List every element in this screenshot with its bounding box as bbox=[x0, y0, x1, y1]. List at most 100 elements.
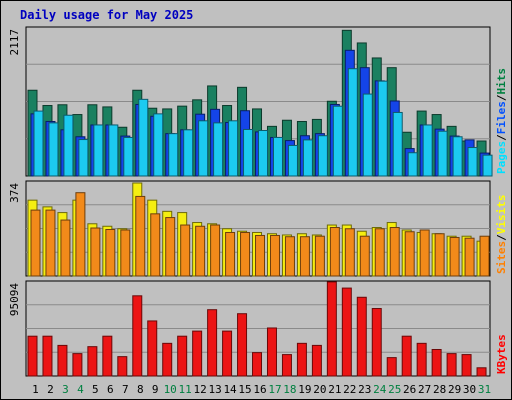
bar-kbytes-26 bbox=[401, 335, 412, 377]
bar-pages-22 bbox=[347, 68, 358, 177]
day-label-25: 25 bbox=[388, 383, 401, 396]
bar-kbytes-17 bbox=[266, 327, 277, 377]
bar-pages-26 bbox=[407, 152, 418, 177]
day-label-12: 12 bbox=[194, 383, 207, 396]
bar-pages-4 bbox=[78, 139, 89, 177]
bar-pages-18 bbox=[287, 144, 298, 177]
bar-sites-13 bbox=[210, 224, 221, 277]
bar-kbytes-21 bbox=[326, 281, 337, 377]
bar-sites-24 bbox=[374, 228, 385, 277]
bar-sites-30 bbox=[464, 237, 475, 277]
bar-kbytes-12 bbox=[192, 330, 203, 377]
bar-kbytes-16 bbox=[252, 352, 263, 377]
bar-pages-29 bbox=[452, 136, 463, 177]
bar-kbytes-7 bbox=[117, 356, 128, 377]
day-label-28: 28 bbox=[433, 383, 446, 396]
day-label-13: 13 bbox=[208, 383, 221, 396]
panel-0-max-label: 2117 bbox=[8, 29, 21, 56]
panel-2-max-label: 95094 bbox=[8, 283, 21, 316]
panel-2-legend: KBytes bbox=[495, 334, 508, 374]
bar-kbytes-24 bbox=[371, 308, 382, 377]
bar-sites-26 bbox=[404, 231, 415, 277]
bar-pages-9 bbox=[153, 113, 164, 177]
bar-sites-28 bbox=[434, 233, 445, 277]
bar-kbytes-3 bbox=[57, 344, 68, 377]
bar-pages-8 bbox=[138, 98, 149, 177]
bar-kbytes-20 bbox=[311, 344, 322, 377]
day-label-11: 11 bbox=[179, 383, 192, 396]
day-label-22: 22 bbox=[343, 383, 356, 396]
bar-pages-14 bbox=[228, 120, 239, 177]
bar-pages-27 bbox=[422, 124, 433, 177]
bar-sites-17 bbox=[269, 234, 280, 277]
day-label-30: 30 bbox=[463, 383, 476, 396]
bar-pages-3 bbox=[63, 114, 74, 177]
legend-item-0-3: / bbox=[495, 94, 508, 101]
legend-item-0-1: / bbox=[495, 134, 508, 141]
bar-sites-11 bbox=[180, 224, 191, 277]
bar-pages-21 bbox=[332, 105, 343, 177]
bar-kbytes-28 bbox=[431, 348, 442, 377]
day-label-26: 26 bbox=[403, 383, 416, 396]
bar-kbytes-9 bbox=[147, 320, 158, 377]
bar-pages-6 bbox=[108, 124, 119, 177]
bar-sites-5 bbox=[90, 227, 101, 277]
day-label-3: 3 bbox=[62, 383, 69, 396]
day-label-9: 9 bbox=[152, 383, 159, 396]
bar-pages-31 bbox=[482, 154, 493, 177]
day-label-19: 19 bbox=[298, 383, 311, 396]
bar-kbytes-4 bbox=[72, 353, 83, 377]
bar-kbytes-25 bbox=[386, 357, 397, 377]
bar-kbytes-13 bbox=[207, 309, 218, 377]
bar-pages-20 bbox=[317, 135, 328, 177]
bar-kbytes-11 bbox=[177, 335, 188, 377]
bar-sites-16 bbox=[255, 234, 266, 277]
bar-sites-18 bbox=[284, 236, 295, 277]
bar-pages-16 bbox=[258, 130, 269, 177]
day-label-5: 5 bbox=[92, 383, 99, 396]
day-label-8: 8 bbox=[137, 383, 144, 396]
bar-sites-15 bbox=[240, 231, 251, 277]
bar-sites-31 bbox=[479, 235, 490, 277]
bar-kbytes-2 bbox=[42, 335, 53, 377]
bar-sites-27 bbox=[419, 229, 430, 277]
bar-kbytes-1 bbox=[27, 335, 38, 377]
bar-pages-24 bbox=[377, 80, 388, 177]
bar-sites-23 bbox=[359, 235, 370, 277]
day-label-10: 10 bbox=[164, 383, 177, 396]
bar-pages-2 bbox=[48, 122, 59, 177]
bar-sites-4 bbox=[75, 192, 86, 277]
bar-sites-2 bbox=[45, 209, 56, 277]
day-label-4: 4 bbox=[77, 383, 84, 396]
bar-sites-22 bbox=[344, 228, 355, 277]
panel-0-legend: Pages/Files/Hits bbox=[495, 68, 508, 174]
chart-title: Daily usage for May 2025 bbox=[20, 8, 193, 22]
panel-1-max-label: 374 bbox=[8, 183, 21, 203]
bar-kbytes-23 bbox=[356, 296, 367, 377]
bar-pages-10 bbox=[168, 133, 179, 177]
bar-sites-14 bbox=[225, 231, 236, 277]
bar-sites-9 bbox=[150, 213, 161, 277]
panel-1-legend: Sites/Visits bbox=[495, 195, 508, 275]
day-label-21: 21 bbox=[328, 383, 341, 396]
legend-item-1-2: Visits bbox=[495, 195, 508, 235]
day-label-27: 27 bbox=[418, 383, 431, 396]
day-label-2: 2 bbox=[47, 383, 54, 396]
day-label-18: 18 bbox=[283, 383, 296, 396]
bar-pages-25 bbox=[392, 111, 403, 177]
bar-pages-7 bbox=[123, 136, 134, 177]
legend-item-0-4: Hits bbox=[495, 68, 508, 95]
legend-item-0-0: Pages bbox=[495, 141, 508, 174]
bar-kbytes-10 bbox=[162, 342, 173, 377]
bar-kbytes-18 bbox=[281, 354, 292, 377]
day-label-6: 6 bbox=[107, 383, 114, 396]
legend-item-1-0: Sites bbox=[495, 241, 508, 274]
bar-kbytes-14 bbox=[222, 330, 233, 377]
bar-pages-12 bbox=[198, 120, 209, 177]
day-label-16: 16 bbox=[253, 383, 266, 396]
bar-kbytes-27 bbox=[416, 342, 427, 377]
bar-sites-21 bbox=[329, 227, 340, 277]
bar-pages-23 bbox=[362, 93, 373, 177]
bar-pages-13 bbox=[213, 122, 224, 177]
